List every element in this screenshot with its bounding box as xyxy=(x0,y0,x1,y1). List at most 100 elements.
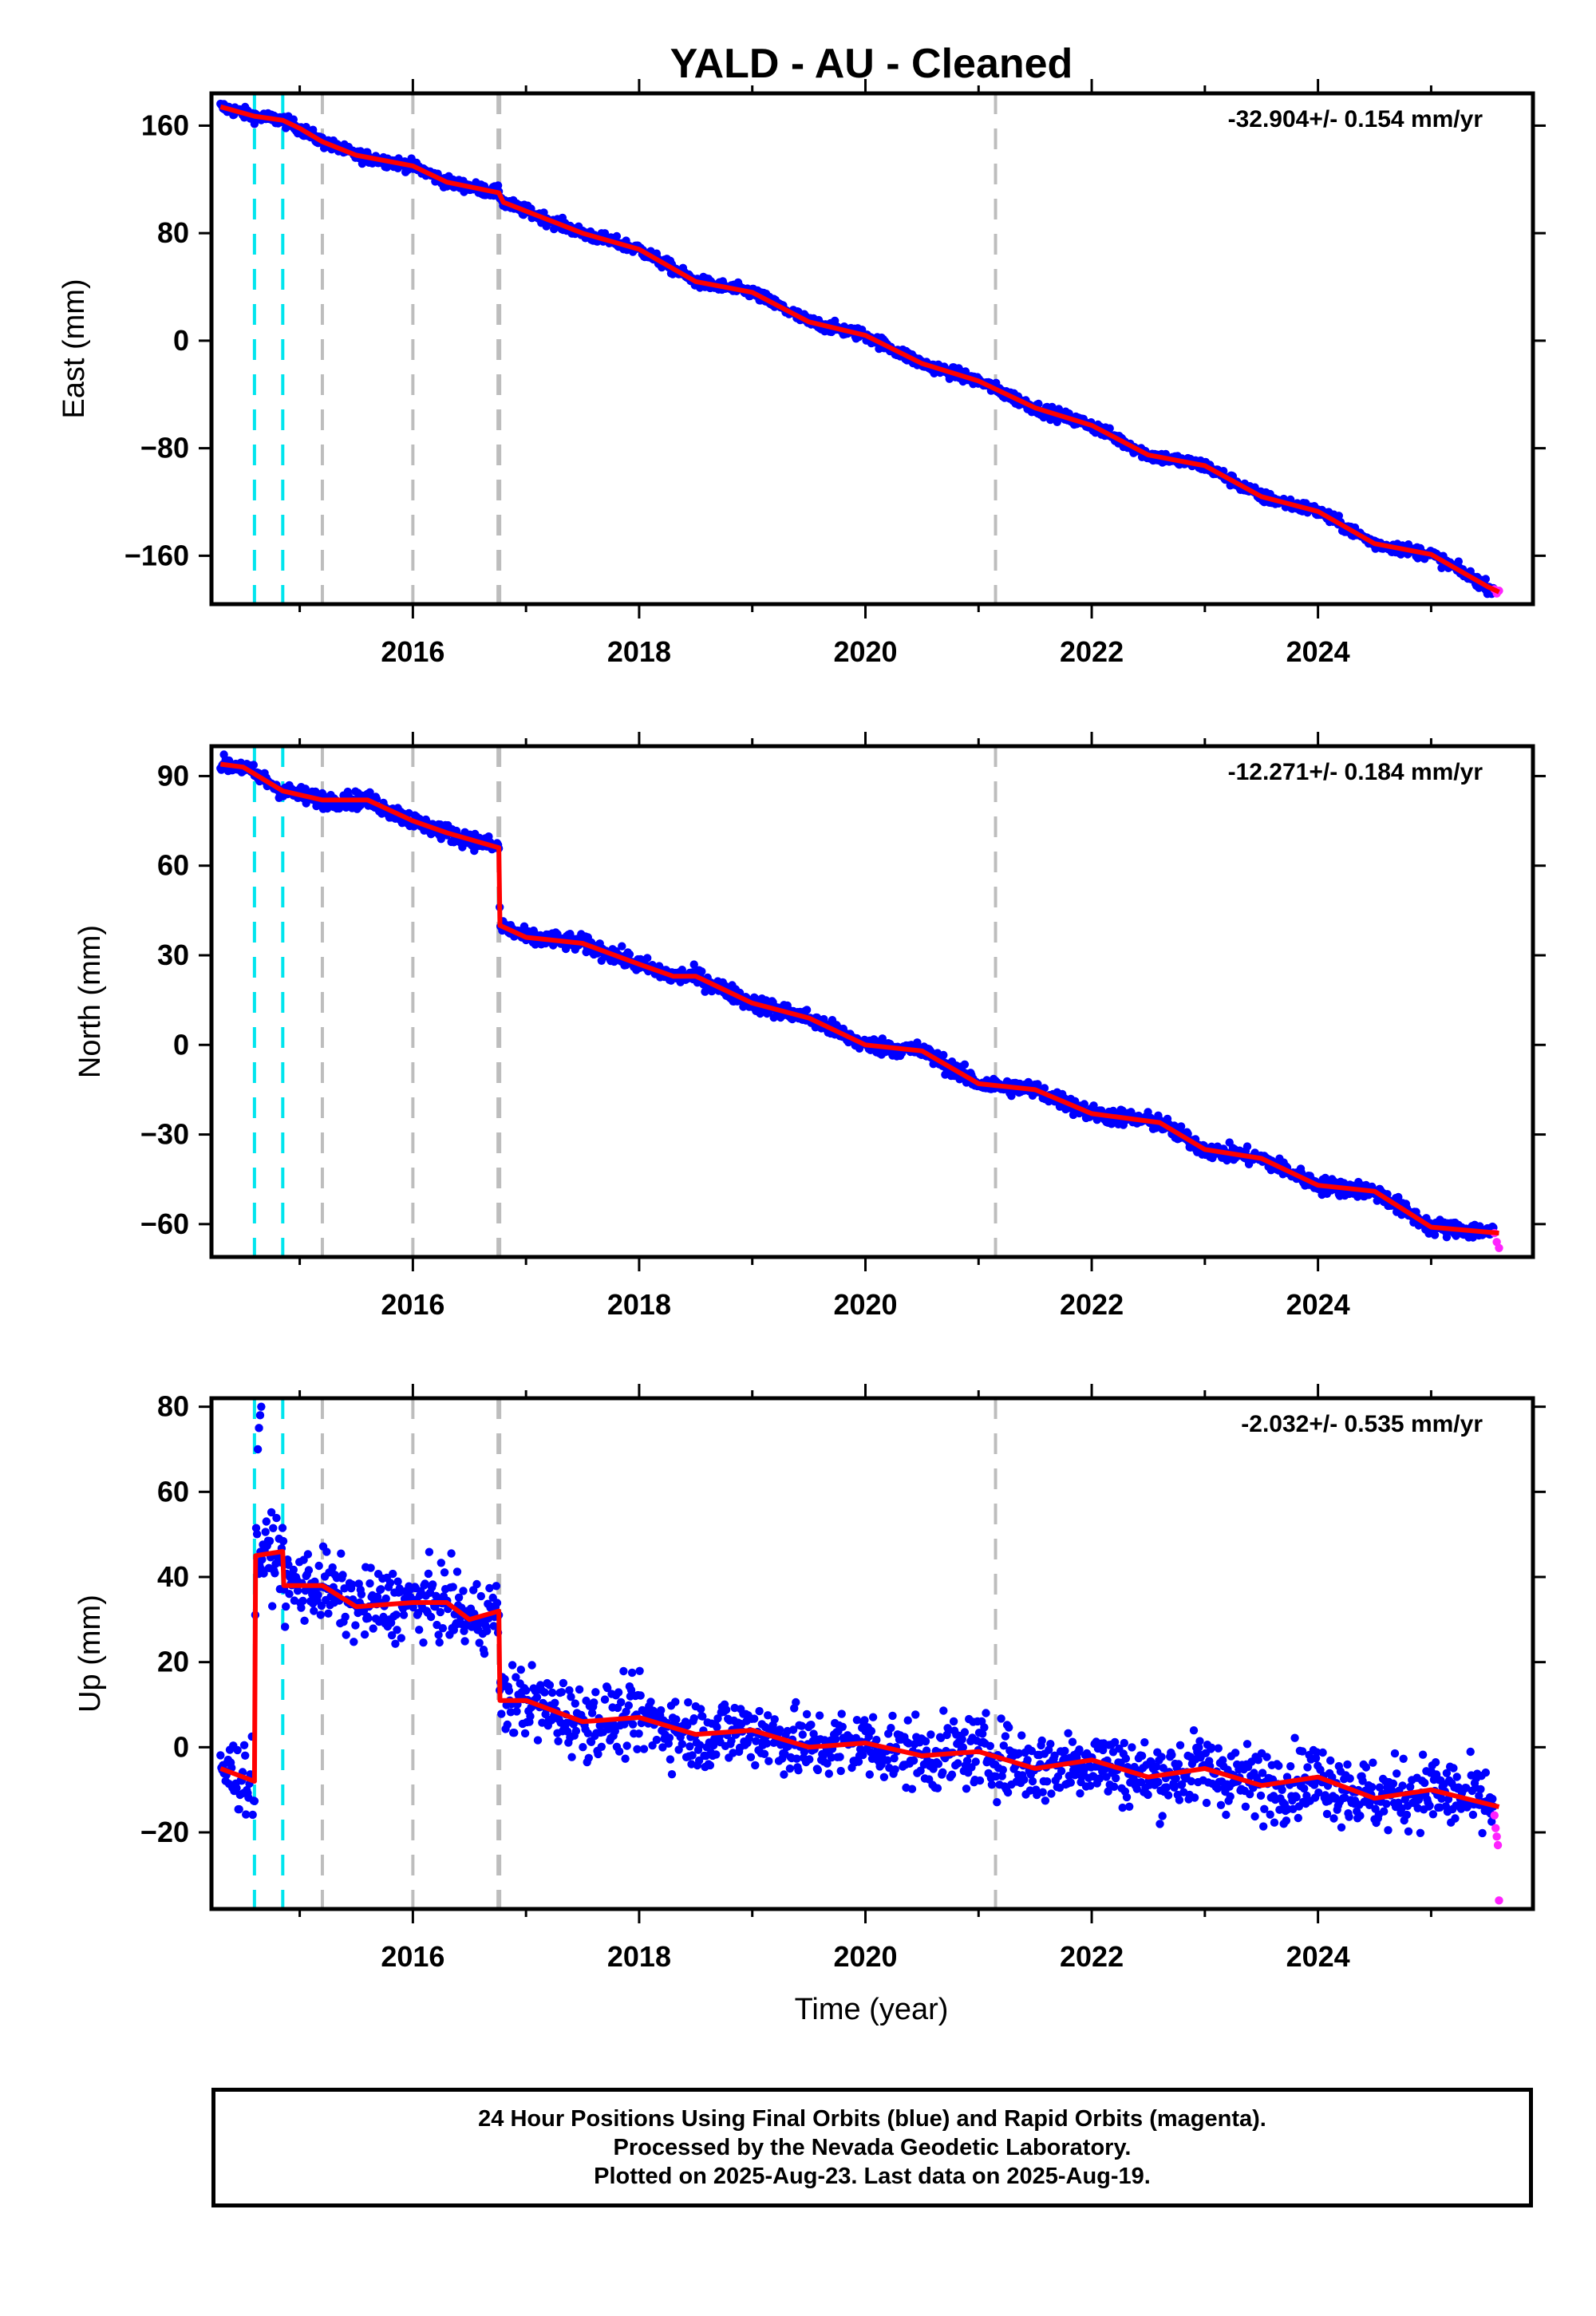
data-point xyxy=(612,231,622,241)
data-point xyxy=(579,1743,587,1752)
x-tick-label: 2022 xyxy=(1060,1288,1124,1321)
data-point xyxy=(310,1607,318,1615)
data-point xyxy=(1125,1802,1134,1811)
data-point xyxy=(389,1569,397,1579)
data-point xyxy=(1047,1789,1056,1798)
velocity-annotation: -2.032+/- 0.535 mm/yr xyxy=(1241,1411,1483,1437)
y-tick-label: 20 xyxy=(157,1646,189,1678)
data-point xyxy=(281,1622,290,1631)
data-point xyxy=(424,1569,433,1579)
data-point xyxy=(1195,1737,1204,1745)
data-point xyxy=(1190,1793,1199,1802)
data-point xyxy=(559,1678,568,1688)
data-point xyxy=(1242,1740,1252,1749)
data-point xyxy=(357,1590,366,1599)
data-point xyxy=(1017,1731,1026,1740)
y-tick-label: −60 xyxy=(140,1207,189,1240)
data-point xyxy=(1007,1092,1016,1101)
data-point xyxy=(540,1688,549,1697)
data-point xyxy=(827,1753,836,1762)
data-point xyxy=(241,1751,250,1760)
data-point xyxy=(489,1622,498,1630)
data-point xyxy=(322,1547,331,1556)
data-point xyxy=(911,1710,920,1719)
data-point xyxy=(1487,1817,1496,1826)
data-point xyxy=(666,1755,675,1764)
data-point xyxy=(1099,1745,1108,1755)
data-point xyxy=(594,1749,602,1759)
data-point xyxy=(1300,1784,1309,1793)
x-tick-label: 2016 xyxy=(381,1940,444,1973)
plot-frame xyxy=(209,1396,1535,1911)
data-point xyxy=(1226,1792,1235,1801)
data-point xyxy=(683,1721,692,1730)
data-point xyxy=(1001,1732,1010,1741)
data-point xyxy=(1158,1812,1167,1820)
data-point xyxy=(916,1766,925,1775)
data-point xyxy=(962,1757,972,1765)
data-point xyxy=(958,1743,968,1752)
data-point xyxy=(794,1766,803,1775)
y-tick-label: 40 xyxy=(157,1560,189,1593)
data-point xyxy=(278,1524,287,1532)
data-point xyxy=(557,1688,566,1697)
data-point xyxy=(921,1737,930,1746)
data-point xyxy=(1418,1750,1428,1759)
data-point xyxy=(975,1776,985,1785)
data-point xyxy=(1132,1784,1142,1793)
data-point xyxy=(258,1555,267,1564)
data-point xyxy=(265,1536,275,1546)
data-point xyxy=(436,1607,444,1617)
data-point xyxy=(1171,1774,1180,1783)
data-point xyxy=(697,1705,705,1713)
data-point xyxy=(1326,1756,1335,1765)
x-tick-label: 2018 xyxy=(607,1288,671,1321)
data-point xyxy=(652,1735,662,1745)
data-point xyxy=(1451,1814,1460,1823)
data-point xyxy=(907,1784,917,1793)
data-point xyxy=(713,1722,721,1732)
y-tick-label: 0 xyxy=(173,1730,189,1763)
data-point xyxy=(1120,1738,1129,1748)
data-point xyxy=(1313,1748,1321,1757)
data-point xyxy=(1080,1100,1089,1109)
data-point xyxy=(1481,1768,1491,1777)
y-tick-label: −160 xyxy=(124,539,189,571)
data-point xyxy=(1382,1800,1391,1808)
data-point xyxy=(678,1740,686,1749)
data-point xyxy=(879,1773,889,1781)
data-point xyxy=(1466,1747,1475,1757)
data-point xyxy=(1329,1814,1338,1823)
data-point xyxy=(618,942,626,951)
data-point xyxy=(364,1614,373,1622)
data-point xyxy=(503,1720,512,1729)
x-tick-label: 2022 xyxy=(1060,635,1124,668)
data-point xyxy=(1066,1778,1076,1787)
data-point xyxy=(938,1768,947,1777)
data-point xyxy=(770,1715,779,1724)
data-point xyxy=(512,1707,521,1716)
data-point xyxy=(1310,1780,1319,1789)
y-axis-label: Up (mm) xyxy=(73,1595,107,1713)
data-point xyxy=(437,1559,445,1567)
data-point xyxy=(232,1784,241,1792)
data-point xyxy=(472,1579,481,1589)
data-point xyxy=(1027,1746,1037,1756)
data-point xyxy=(348,1580,357,1589)
data-point xyxy=(1270,1818,1279,1827)
data-point xyxy=(685,1742,694,1751)
data-point xyxy=(1187,1777,1196,1786)
data-point xyxy=(836,1753,844,1761)
data-point xyxy=(1404,1827,1413,1836)
data-point xyxy=(328,1563,337,1572)
data-point xyxy=(314,1561,323,1571)
data-point xyxy=(1121,1754,1131,1763)
data-point xyxy=(248,1810,257,1820)
data-point xyxy=(1137,1751,1147,1761)
data-point xyxy=(1298,1747,1307,1756)
data-point xyxy=(458,843,467,852)
data-point xyxy=(634,1729,643,1738)
model-fit-line xyxy=(219,1549,1500,1809)
data-point xyxy=(250,120,259,128)
data-point xyxy=(1095,1774,1104,1783)
